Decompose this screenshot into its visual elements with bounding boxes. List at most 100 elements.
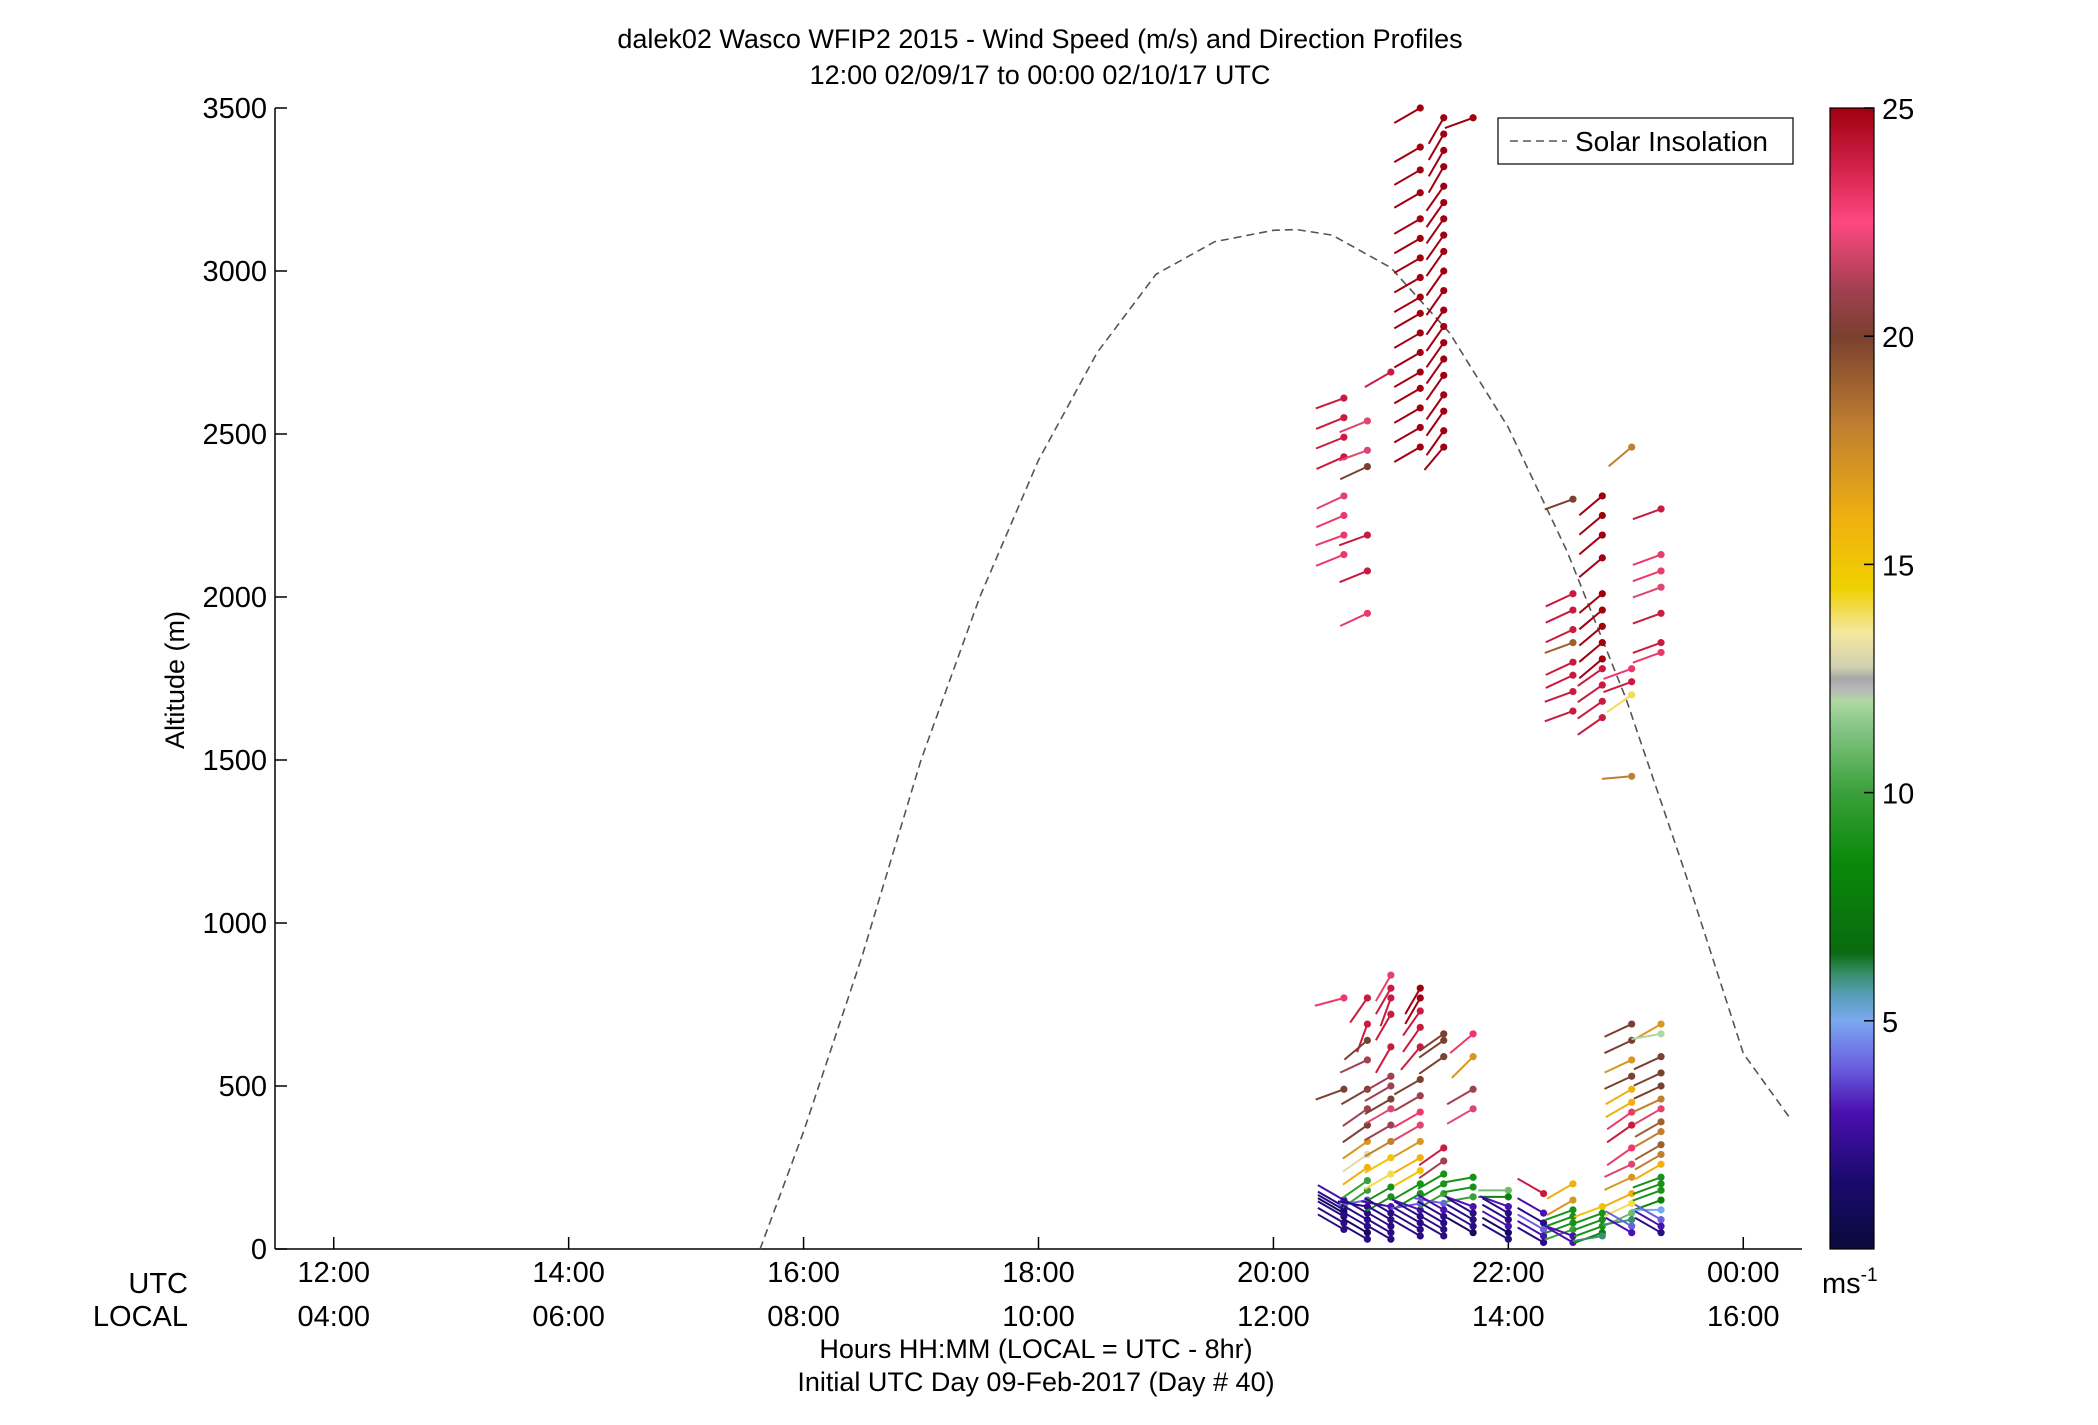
wind-vector-point: [1657, 505, 1665, 513]
wind-vector-point: [1657, 1150, 1665, 1159]
wind-vector-point: [1416, 994, 1424, 1002]
wind-vector-shaft: [1604, 1176, 1633, 1191]
wind-vector-shaft: [1545, 628, 1574, 644]
wind-vector-point: [1363, 1056, 1371, 1064]
wind-vector-point: [1598, 590, 1606, 598]
wind-vector-shaft: [1317, 1197, 1345, 1215]
wind-vector-shaft: [1605, 1101, 1633, 1119]
wind-vector-point: [1363, 531, 1371, 539]
wind-vector-point: [1657, 1206, 1665, 1214]
x-row-label-utc: UTC: [128, 1268, 188, 1300]
colorbar-tick-label: 10: [1882, 779, 1914, 811]
wind-vector-point: [1387, 1222, 1395, 1230]
wind-vector-shaft: [1417, 1213, 1445, 1231]
wind-vector-point: [1440, 231, 1448, 239]
wind-vector-shaft: [1634, 1153, 1662, 1171]
wind-vector-shaft: [1364, 1223, 1392, 1241]
wind-vector-point: [1416, 1092, 1424, 1100]
x-axis-label: Hours HH:MM (LOCAL = UTC - 8hr): [819, 1334, 1252, 1364]
wind-vector-point: [1657, 1141, 1665, 1149]
wind-vector-shaft: [1315, 436, 1345, 450]
wind-vector-shaft: [1517, 1226, 1545, 1244]
wind-vector-shaft: [1339, 612, 1368, 627]
wind-vector-shaft: [1606, 1111, 1633, 1131]
wind-vector-point: [1363, 417, 1371, 425]
wind-vector-shaft: [1425, 250, 1445, 277]
colorbar-tick-label: 5: [1882, 1007, 1898, 1039]
wind-vector-shaft: [1578, 641, 1603, 663]
wind-vector-point: [1504, 1216, 1512, 1224]
wind-vector-shaft: [1634, 1023, 1662, 1040]
wind-vector-point: [1416, 1108, 1424, 1116]
wind-vector-point: [1598, 606, 1606, 614]
wind-vector-shaft: [1546, 1199, 1574, 1216]
wind-vector-point: [1598, 697, 1606, 705]
wind-vector-shaft: [1578, 514, 1603, 536]
wind-vector-shaft: [1634, 1120, 1662, 1138]
wind-vector-point: [1440, 1030, 1448, 1038]
wind-vector-shaft: [1446, 1107, 1474, 1125]
wind-vector-shaft: [1632, 586, 1662, 599]
wind-vector-shaft: [1577, 667, 1603, 687]
wind-vector-shaft: [1578, 658, 1603, 679]
wind-vector-point: [1628, 1229, 1636, 1237]
wind-vector-point: [1657, 1186, 1665, 1194]
wind-vector-shaft: [1634, 1107, 1662, 1125]
wind-vector-shaft: [1418, 1039, 1445, 1059]
wind-vector-shaft: [1393, 1207, 1421, 1224]
wind-vector-point: [1469, 1030, 1477, 1038]
wind-vector-point: [1440, 267, 1448, 275]
wind-vector-point: [1416, 404, 1424, 412]
wind-vector-point: [1569, 1219, 1577, 1227]
x-tick-label-local: 12:00: [1237, 1301, 1310, 1333]
wind-vector-shaft: [1427, 117, 1445, 145]
wind-vector-point: [1416, 189, 1424, 197]
wind-vector-shaft: [1446, 1088, 1474, 1106]
wind-vector-shaft: [1544, 641, 1574, 654]
wind-vector-point: [1628, 1056, 1636, 1064]
wind-vector-shaft: [1315, 416, 1345, 430]
wind-vector-shaft: [1632, 1199, 1662, 1212]
wind-vector-shaft: [1425, 374, 1445, 401]
x-tick-label-utc: 18:00: [1002, 1257, 1075, 1289]
wind-vector-point: [1504, 1193, 1512, 1201]
wind-vector-shaft: [1342, 1108, 1368, 1127]
wind-vector-shaft: [1316, 495, 1345, 510]
wind-vector-point: [1469, 1053, 1477, 1061]
wind-vector-point: [1440, 1157, 1448, 1165]
wind-vector-point: [1657, 1105, 1665, 1113]
wind-vector-point: [1539, 1209, 1548, 1217]
wind-vector-shaft: [1608, 446, 1633, 468]
wind-vector-point: [1657, 1069, 1665, 1077]
wind-vector-shaft: [1364, 1085, 1392, 1102]
wind-vector-shaft: [1364, 1197, 1392, 1215]
wind-vector-shaft: [1517, 1197, 1545, 1215]
wind-vector-shaft: [1342, 1179, 1368, 1199]
wind-vector-point: [1657, 1222, 1665, 1230]
wind-vector-point: [1657, 1020, 1665, 1028]
wind-vector-point: [1504, 1186, 1512, 1194]
wind-vector-shaft: [1425, 218, 1445, 244]
wind-vector-shaft: [1634, 1216, 1662, 1234]
wind-vector-point: [1440, 443, 1448, 451]
x-tick-label-local: 16:00: [1707, 1301, 1780, 1333]
wind-vector-point: [1569, 639, 1577, 647]
y-tick-label: 2500: [202, 419, 267, 451]
wind-vector-shaft: [1544, 1215, 1574, 1228]
wind-vector-point: [1363, 1020, 1371, 1028]
wind-vector-shaft: [1315, 1088, 1345, 1101]
wind-vector-shaft: [1425, 325, 1445, 352]
wind-vector-point: [1598, 492, 1606, 500]
wind-vector-point: [1569, 687, 1577, 696]
x-tick-label-utc: 16:00: [767, 1257, 840, 1289]
chart-title: dalek02 Wasco WFIP2 2015 - Wind Speed (m…: [617, 24, 1462, 54]
wind-vector-point: [1387, 1183, 1395, 1191]
wind-vector-point: [1440, 1225, 1448, 1234]
wind-vector-shaft: [1402, 1010, 1422, 1037]
wind-vector-shaft: [1573, 1212, 1603, 1225]
wind-vector-shaft: [1444, 116, 1474, 129]
wind-vector-point: [1598, 665, 1606, 673]
wind-vector-point: [1340, 394, 1348, 402]
wind-vector-shaft: [1317, 1194, 1345, 1211]
wind-vector-shaft: [1400, 1046, 1422, 1071]
